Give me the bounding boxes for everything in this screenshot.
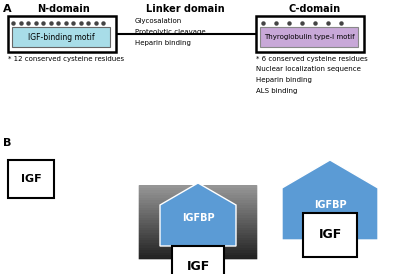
Text: IGFBP: IGFBP xyxy=(182,213,214,223)
Text: Nuclear localization sequence: Nuclear localization sequence xyxy=(256,66,361,72)
Polygon shape xyxy=(160,183,236,246)
Polygon shape xyxy=(138,205,258,207)
Text: ALS: ALS xyxy=(185,158,211,172)
Polygon shape xyxy=(138,227,258,230)
Polygon shape xyxy=(138,240,258,242)
Text: Heparin binding: Heparin binding xyxy=(256,77,312,83)
FancyBboxPatch shape xyxy=(172,246,224,274)
Polygon shape xyxy=(138,202,258,205)
Polygon shape xyxy=(138,253,258,255)
Polygon shape xyxy=(138,198,258,200)
Polygon shape xyxy=(138,238,258,240)
Polygon shape xyxy=(138,230,258,233)
Polygon shape xyxy=(138,195,258,198)
Polygon shape xyxy=(138,213,258,215)
FancyBboxPatch shape xyxy=(12,27,110,47)
Polygon shape xyxy=(138,207,258,210)
FancyBboxPatch shape xyxy=(8,16,116,52)
Text: ALS binding: ALS binding xyxy=(256,88,297,94)
Polygon shape xyxy=(138,222,258,225)
Polygon shape xyxy=(138,250,258,253)
Polygon shape xyxy=(138,255,258,258)
Text: IGF: IGF xyxy=(186,261,210,273)
Polygon shape xyxy=(138,220,258,222)
Polygon shape xyxy=(138,245,258,247)
Text: IGF-binding motif: IGF-binding motif xyxy=(28,33,94,41)
Text: * 12 conserved cysteine residues: * 12 conserved cysteine residues xyxy=(8,56,124,62)
Text: Linker domain: Linker domain xyxy=(146,4,224,14)
Text: IGFBP: IGFBP xyxy=(314,200,346,210)
Polygon shape xyxy=(138,190,258,193)
FancyBboxPatch shape xyxy=(8,160,54,198)
FancyBboxPatch shape xyxy=(303,213,357,257)
Text: * 6 conserved cysteine residues: * 6 conserved cysteine residues xyxy=(256,56,368,62)
Polygon shape xyxy=(282,160,378,240)
Text: B: B xyxy=(3,138,11,148)
Polygon shape xyxy=(138,210,258,213)
Polygon shape xyxy=(138,258,258,260)
Polygon shape xyxy=(138,218,258,220)
Polygon shape xyxy=(138,235,258,238)
Text: A: A xyxy=(3,4,12,14)
Text: C-domain: C-domain xyxy=(289,4,341,14)
Polygon shape xyxy=(138,247,258,250)
Polygon shape xyxy=(138,200,258,202)
Text: Heparin binding: Heparin binding xyxy=(135,40,191,46)
FancyBboxPatch shape xyxy=(256,16,364,52)
Polygon shape xyxy=(138,225,258,227)
Text: Glycosalation: Glycosalation xyxy=(135,18,182,24)
Polygon shape xyxy=(138,187,258,190)
Polygon shape xyxy=(138,215,258,218)
Polygon shape xyxy=(138,193,258,195)
Text: Proteolytic cleavage: Proteolytic cleavage xyxy=(135,29,206,35)
Text: N-domain: N-domain xyxy=(37,4,89,14)
Text: IGF: IGF xyxy=(21,174,41,184)
Polygon shape xyxy=(138,242,258,245)
Text: Thyroglobulin type-I motif: Thyroglobulin type-I motif xyxy=(264,34,354,40)
FancyBboxPatch shape xyxy=(260,27,358,47)
Polygon shape xyxy=(138,233,258,235)
Text: IGF: IGF xyxy=(318,229,342,241)
Polygon shape xyxy=(138,185,258,187)
